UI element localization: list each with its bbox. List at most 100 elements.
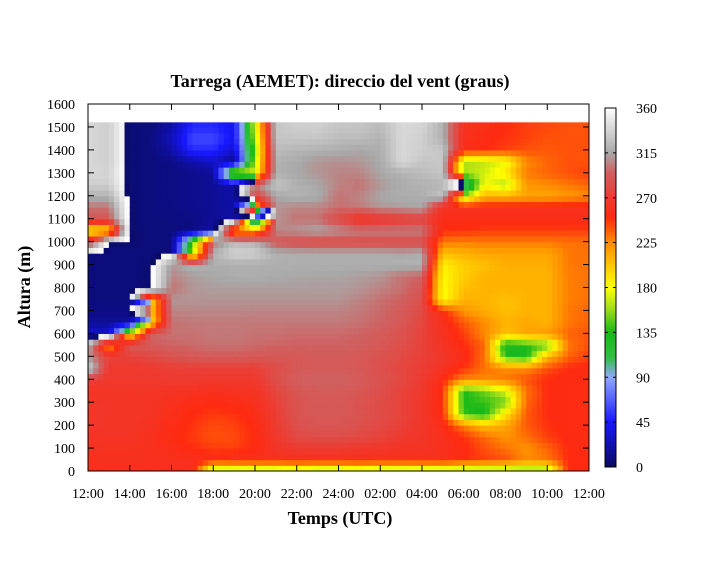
heatmap-cell	[103, 126, 110, 134]
heatmap-cell	[187, 276, 193, 283]
heatmap-cell	[406, 241, 413, 248]
heatmap-cell	[406, 264, 413, 271]
heatmap-cell	[197, 327, 204, 334]
heatmap-cell	[307, 298, 314, 306]
heatmap-cell	[432, 201, 439, 208]
heatmap-cell	[166, 281, 173, 289]
heatmap-cell	[395, 384, 402, 392]
heatmap-cell	[265, 321, 272, 329]
heatmap-cell	[390, 350, 397, 357]
heatmap-cell	[275, 384, 282, 392]
heatmap-cell	[213, 144, 220, 151]
heatmap-cell	[495, 390, 501, 398]
heatmap-cell	[385, 465, 392, 471]
heatmap-cell	[307, 178, 314, 185]
heatmap-cell	[474, 218, 481, 226]
heatmap-cell	[354, 448, 360, 455]
heatmap-cell	[411, 465, 418, 471]
heatmap-cell	[364, 310, 371, 317]
heatmap-cell	[197, 212, 204, 220]
heatmap-cell	[286, 459, 293, 466]
heatmap-cell	[176, 407, 183, 415]
heatmap-cell	[255, 155, 261, 162]
heatmap-cell	[307, 465, 314, 471]
heatmap-cell	[317, 264, 324, 271]
heatmap-cell	[375, 453, 381, 461]
heatmap-cell	[458, 184, 465, 191]
heatmap-cell	[161, 304, 167, 312]
heatmap-cell	[510, 453, 517, 461]
heatmap-cell	[354, 327, 360, 334]
heatmap-cell	[176, 195, 183, 203]
heatmap-cell	[119, 448, 126, 455]
heatmap-cell	[281, 425, 287, 432]
heatmap-cell	[223, 321, 230, 329]
heatmap-cell	[322, 201, 329, 208]
heatmap-cell	[150, 144, 157, 151]
heatmap-cell	[197, 270, 204, 277]
heatmap-cell	[489, 224, 496, 231]
heatmap-cell	[437, 362, 444, 369]
heatmap-cell	[108, 276, 115, 283]
heatmap-cell	[291, 235, 298, 243]
heatmap-cell	[500, 425, 507, 432]
heatmap-cell	[161, 310, 167, 317]
heatmap-cell	[505, 407, 512, 415]
heatmap-cell	[270, 241, 277, 248]
heatmap-cell	[93, 201, 100, 208]
heatmap-cell	[385, 201, 392, 208]
heatmap-cell	[364, 264, 371, 271]
heatmap-cell	[510, 310, 517, 317]
heatmap-cell	[427, 425, 434, 432]
heatmap-cell	[260, 235, 267, 243]
heatmap-cell	[479, 448, 486, 455]
heatmap-cell	[291, 310, 298, 317]
heatmap-cell	[275, 201, 282, 208]
heatmap-cell	[479, 298, 486, 306]
heatmap-cell	[432, 316, 439, 323]
heatmap-cell	[343, 384, 350, 392]
heatmap-cell	[510, 276, 517, 283]
heatmap-cell	[375, 122, 381, 128]
heatmap-cell	[234, 201, 240, 208]
heatmap-cell	[390, 184, 397, 191]
heatmap-cell	[187, 344, 193, 352]
heatmap-cell	[291, 356, 298, 363]
heatmap-cell	[474, 144, 481, 151]
heatmap-cell	[484, 333, 491, 340]
heatmap-cell	[411, 212, 418, 220]
heatmap-cell	[140, 195, 147, 203]
heatmap-cell	[150, 264, 157, 271]
heatmap-cell	[275, 270, 282, 277]
heatmap-cell	[93, 304, 100, 312]
heatmap-cell	[187, 122, 193, 128]
heatmap-cell	[500, 298, 507, 306]
heatmap-cell	[129, 167, 136, 174]
heatmap-cell	[270, 144, 277, 151]
heatmap-cell	[108, 356, 115, 363]
heatmap-cell	[406, 459, 413, 466]
heatmap-cell	[505, 155, 512, 162]
heatmap-cell	[161, 327, 167, 334]
heatmap-cell	[161, 442, 167, 449]
heatmap-cell	[150, 132, 157, 139]
heatmap-cell	[380, 276, 387, 283]
heatmap-cell	[275, 218, 282, 226]
heatmap-cell	[176, 281, 183, 289]
heatmap-cell	[317, 339, 324, 346]
heatmap-cell	[416, 235, 423, 243]
heatmap-cell	[301, 276, 308, 283]
heatmap-cell	[505, 212, 512, 220]
heatmap-cell	[416, 350, 423, 357]
heatmap-cell	[406, 161, 413, 168]
heatmap-cell	[166, 396, 173, 403]
heatmap-cell	[359, 390, 366, 398]
heatmap-cell	[98, 178, 105, 185]
heatmap-cell	[453, 184, 460, 191]
heatmap-cell	[380, 430, 387, 438]
heatmap-cell	[155, 356, 162, 363]
heatmap-cell	[348, 465, 355, 471]
heatmap-cell	[354, 235, 360, 243]
heatmap-cell	[176, 436, 183, 443]
heatmap-cell	[458, 230, 465, 237]
